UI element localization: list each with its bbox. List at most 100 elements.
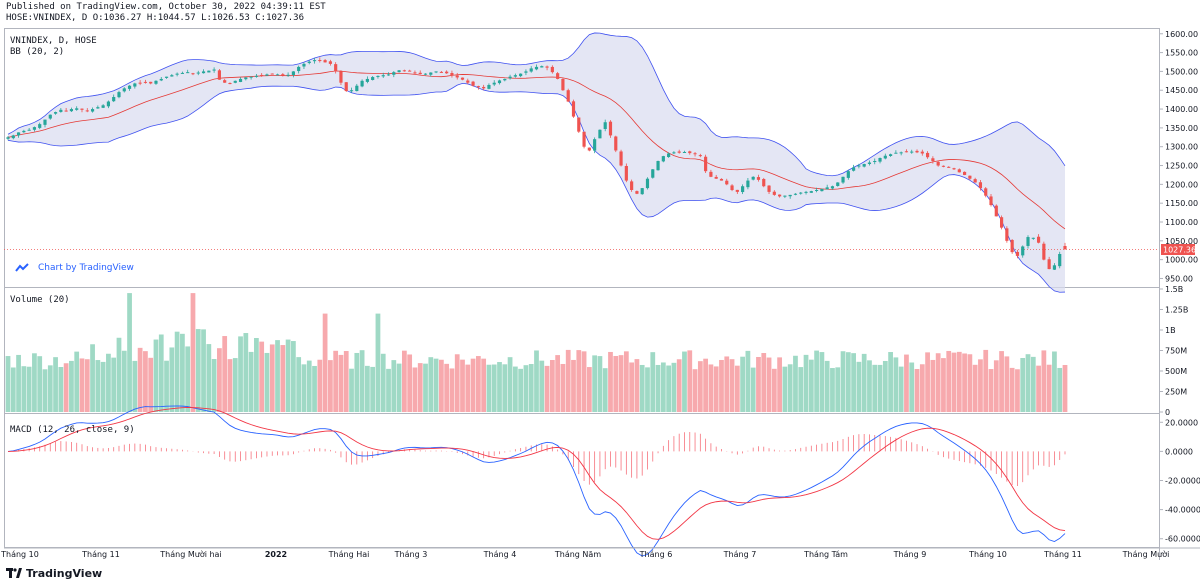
candle-body xyxy=(524,71,528,73)
volume-bar xyxy=(623,351,629,412)
volume-bar xyxy=(745,350,751,412)
candle-body xyxy=(254,75,258,77)
volume-bar xyxy=(571,359,576,412)
candle-body xyxy=(867,162,872,165)
candle-body xyxy=(915,150,919,153)
tradingview-logo-icon xyxy=(6,568,22,578)
macd-pane[interactable] xyxy=(4,413,1160,548)
volume-bar xyxy=(10,367,16,412)
candle-body xyxy=(275,74,280,76)
candle-body xyxy=(386,74,391,76)
candle-body xyxy=(434,71,438,73)
volume-bar xyxy=(211,358,217,412)
price-axis-tick-label: 1300.00 xyxy=(1165,143,1198,152)
volume-bar xyxy=(190,293,196,412)
volume-bar xyxy=(523,365,529,412)
candle-body xyxy=(318,60,322,62)
candle-body xyxy=(799,192,803,194)
time-axis-label: Tháng 6 xyxy=(639,550,673,559)
volume-bar xyxy=(983,349,989,412)
volume-bar xyxy=(391,360,397,412)
volume-bar xyxy=(143,351,148,412)
volume-bar xyxy=(438,359,444,412)
candle-body xyxy=(64,110,68,112)
volume-bar xyxy=(312,365,317,412)
candle-body xyxy=(508,76,512,79)
candle-body xyxy=(830,186,835,189)
candle-body xyxy=(291,71,295,75)
candle-body xyxy=(492,82,496,85)
candle-body xyxy=(661,156,665,162)
volume-bar xyxy=(925,352,930,412)
footer-brand[interactable]: TradingView xyxy=(6,566,102,580)
volume-bar xyxy=(1052,351,1057,412)
volume-bar xyxy=(682,351,687,412)
candle-body xyxy=(677,151,681,153)
volume-bar xyxy=(724,356,730,412)
volume-bar xyxy=(581,351,587,412)
volume-bar xyxy=(872,364,878,412)
volume-bar xyxy=(1020,357,1026,412)
candle-body xyxy=(534,66,539,70)
volume-bar xyxy=(370,366,376,412)
volume-bar xyxy=(993,360,999,412)
price-axis-tick-label: 1400.00 xyxy=(1165,105,1198,114)
candle-body xyxy=(1036,236,1041,243)
volume-bar xyxy=(180,333,185,412)
candle-body xyxy=(778,194,782,197)
candle-body xyxy=(746,180,750,188)
candle-body xyxy=(265,74,269,76)
volume-bar xyxy=(507,357,513,412)
volume-bar xyxy=(417,363,423,412)
candle-body xyxy=(413,72,417,74)
volume-bar xyxy=(69,360,74,412)
volume-bar xyxy=(21,366,27,412)
volume-bar xyxy=(528,364,534,412)
candle-body xyxy=(698,155,702,157)
volume-bar xyxy=(396,363,402,412)
volume-bar xyxy=(914,369,920,412)
candle-body xyxy=(672,152,676,154)
candle-body xyxy=(741,186,745,193)
volume-bar xyxy=(195,329,201,412)
chart-by-tradingview[interactable]: Chart by TradingView xyxy=(14,262,134,273)
macd-axis-tick-label: -40.0000 xyxy=(1165,506,1200,515)
time-axis-label: Tháng 10 xyxy=(0,550,39,559)
volume-bar xyxy=(592,355,598,412)
candle-body xyxy=(471,81,475,86)
candle-body xyxy=(1021,246,1025,256)
volume-bar xyxy=(322,313,328,412)
time-axis-label: Tháng 10 xyxy=(968,550,1007,559)
time-axis-label: Tháng 3 xyxy=(394,550,428,559)
candle-body xyxy=(878,158,882,162)
volume-bar xyxy=(782,366,788,412)
candle-body xyxy=(186,72,190,74)
volume-bar xyxy=(803,354,809,412)
candle-body xyxy=(122,88,126,92)
candle-body xyxy=(603,122,607,129)
price-axis-tick-label: 950.00 xyxy=(1165,274,1193,283)
volume-bar xyxy=(401,350,407,412)
candle-body xyxy=(984,188,988,196)
candle-body xyxy=(645,178,650,189)
time-axis-label: 2022 xyxy=(265,550,287,559)
candle-body xyxy=(994,205,998,217)
candle-body xyxy=(402,70,406,72)
volume-bar xyxy=(629,362,635,412)
candle-body xyxy=(466,80,470,83)
macd-signal-line xyxy=(7,407,1066,540)
candle-body xyxy=(624,165,628,181)
volume-bar xyxy=(37,356,43,412)
volume-bar xyxy=(259,341,265,412)
volume-bar xyxy=(576,350,582,412)
volume-bar xyxy=(84,359,90,412)
candle-body xyxy=(212,69,216,71)
candle-body xyxy=(978,182,983,189)
volume-bar xyxy=(787,364,793,412)
price-axis-tick-label: 1050.00 xyxy=(1165,237,1198,246)
candle-body xyxy=(519,73,523,77)
volume-bar xyxy=(164,360,169,412)
candle-body xyxy=(80,108,84,110)
candle-body xyxy=(307,61,311,64)
